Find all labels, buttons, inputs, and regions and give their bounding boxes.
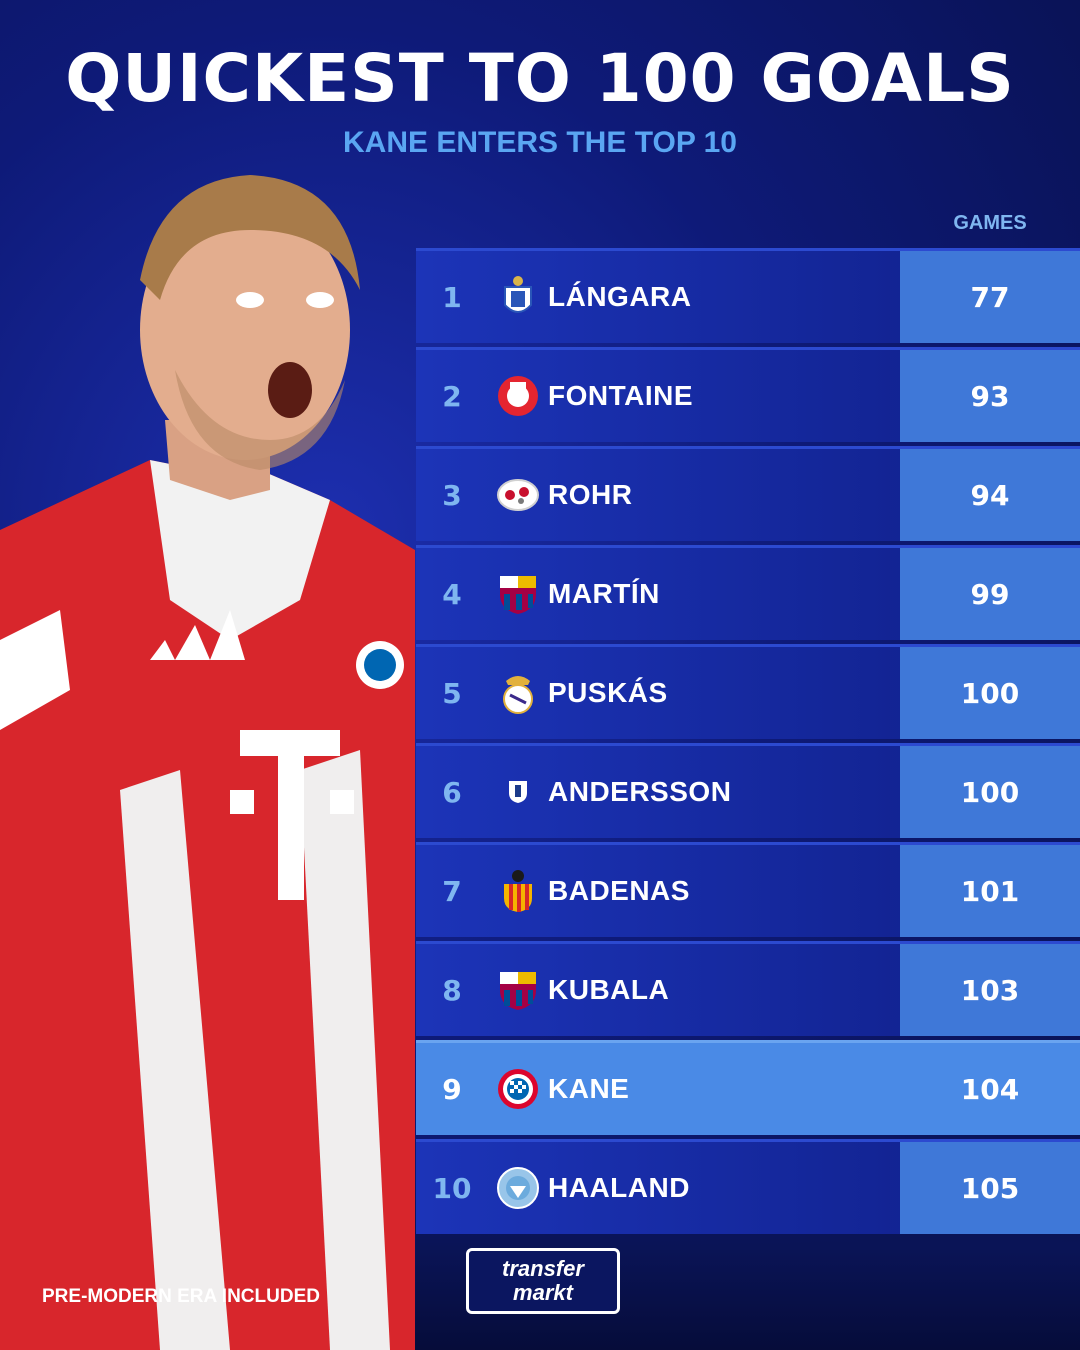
rank-number: 6 — [442, 775, 462, 809]
games-value: 105 — [900, 1142, 1080, 1234]
rank-number: 3 — [442, 478, 462, 512]
games-value: 104 — [900, 1043, 1080, 1135]
rank-number: 10 — [432, 1171, 472, 1205]
player-name: KANE — [548, 1073, 630, 1104]
player-name: HAALAND — [548, 1172, 690, 1203]
table-row: 4 MARTÍN 99 — [416, 545, 1080, 640]
player-name: BADENAS — [548, 875, 690, 906]
rank-number: 7 — [442, 874, 462, 908]
page-title: QUICKEST TO 100 GOALS — [65, 40, 1015, 117]
games-value: 101 — [900, 845, 1080, 937]
rohr-club-crest-icon — [488, 465, 548, 525]
logo-line-2: markt — [513, 1280, 573, 1305]
games-value: 94 — [900, 449, 1080, 541]
transfermarkt-logo: transfer markt — [466, 1248, 620, 1314]
logo-line-1: transfer — [502, 1256, 584, 1281]
games-value: 93 — [900, 350, 1080, 442]
andersson-club-crest-icon — [488, 762, 548, 822]
table-row: 3 ROHR 94 — [416, 446, 1080, 541]
games-value: 100 — [900, 746, 1080, 838]
table-row: 10 HAALAND 105 — [416, 1139, 1080, 1234]
rank-number: 8 — [442, 973, 462, 1007]
fc-barcelona-crest-icon — [488, 564, 548, 624]
stade-de-reims-crest-icon — [488, 366, 548, 426]
valencia-crest-icon — [488, 861, 548, 921]
player-photo — [0, 175, 415, 1350]
table-row: 5 PUSKÁS 100 — [416, 644, 1080, 739]
rank-number: 1 — [442, 280, 462, 314]
rank-number: 2 — [442, 379, 462, 413]
rank-number: 9 — [442, 1072, 462, 1106]
table-row: 8 KUBALA 103 — [416, 941, 1080, 1036]
player-name: MARTÍN — [548, 578, 660, 609]
table-row-highlighted: 9 KANE 104 — [416, 1040, 1080, 1135]
games-value: 100 — [900, 647, 1080, 739]
games-value: 77 — [900, 251, 1080, 343]
player-name: KUBALA — [548, 974, 670, 1005]
table-row: 1 LÁNGARA 77 — [416, 248, 1080, 343]
player-name: PUSKÁS — [548, 677, 668, 708]
rank-number: 5 — [442, 676, 462, 710]
table-row: 2 FONTAINE 93 — [416, 347, 1080, 442]
real-madrid-crest-icon — [488, 663, 548, 723]
fc-barcelona-crest-icon — [488, 960, 548, 1020]
bayern-munich-crest-icon — [488, 1059, 548, 1119]
player-name: FONTAINE — [548, 380, 694, 411]
games-value: 103 — [900, 944, 1080, 1036]
footnote: PRE-MODERN ERA INCLUDED — [42, 1286, 320, 1307]
manchester-city-crest-icon — [488, 1158, 548, 1218]
real-oviedo-crest-icon — [488, 267, 548, 327]
player-name: ANDERSSON — [548, 776, 732, 807]
games-column-header: GAMES — [953, 212, 1027, 234]
rank-number: 4 — [442, 577, 462, 611]
table-row: 7 BADENAS 101 — [416, 842, 1080, 937]
ranking-table: 1 LÁNGARA 77 2 FONTAINE 93 3 ROHR 94 4 M… — [416, 248, 1080, 1238]
player-name: LÁNGARA — [548, 281, 692, 312]
page-subtitle: KANE ENTERS THE TOP 10 — [343, 126, 737, 159]
player-name: ROHR — [548, 479, 633, 510]
games-value: 99 — [900, 548, 1080, 640]
table-row: 6 ANDERSSON 100 — [416, 743, 1080, 838]
